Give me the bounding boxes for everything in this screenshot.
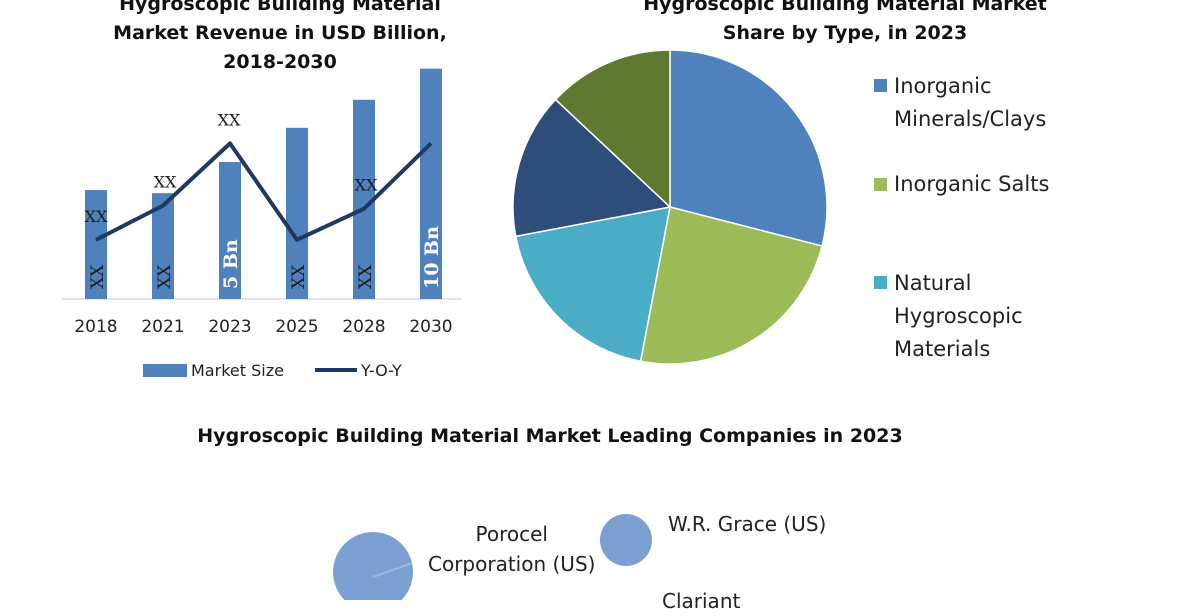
bar-chart-title-line: Hygroscopic Building Material (119, 0, 441, 15)
yoy-line (95, 141, 433, 242)
bubble-label-line: Clariant (662, 589, 741, 613)
bubble-label-line: W.R. Grace (US) (668, 512, 827, 536)
legend-swatch-market-size (143, 364, 187, 377)
bubble-chart-title: Hygroscopic Building Material Market Lea… (197, 425, 903, 447)
pie-slice (669, 49, 828, 247)
line-data-label: XX (355, 176, 378, 195)
bar (286, 127, 308, 299)
legend-label-line: Natural (894, 271, 972, 295)
bubble-porocel (333, 532, 413, 600)
x-tick-label: 2018 (74, 317, 117, 337)
bar (420, 68, 442, 299)
bubble-label-clariant: Clariant (662, 586, 740, 616)
legend-label-line: Inorganic (894, 74, 992, 98)
bar-data-label: XX (289, 264, 309, 289)
pie-chart (512, 49, 828, 365)
bar (219, 162, 241, 299)
pie-slice (554, 49, 671, 209)
bar (152, 193, 174, 299)
bar-data-label: XX (88, 264, 108, 289)
x-tick-label: 2023 (208, 317, 251, 337)
line-data-label: XX (154, 173, 177, 192)
bar-data-label: XX (155, 264, 175, 289)
pie-chart-title-line: Hygroscopic Building Material Market (643, 0, 1047, 15)
bar-chart-title-line: 2018-2030 (223, 51, 337, 73)
line-data-label: XX (85, 207, 108, 226)
bubble-label-line: Porocel (475, 522, 548, 546)
legend-label-line: Hygroscopic (894, 304, 1023, 328)
line-data-label: XX (218, 110, 241, 129)
x-tick-label: 2025 (275, 317, 318, 337)
legend-label-line: Inorganic Salts (894, 172, 1050, 196)
legend-label-natural-hygroscopic: Natural Hygroscopic Materials (894, 267, 1023, 366)
bubble-wr-grace (600, 514, 652, 566)
bar-chart: XX 2018 XX 2021 5 Bn 2023 XX 2025 XX 2028 10 Bn 203… (62, 68, 462, 380)
pie-slice (512, 98, 672, 238)
bar (353, 99, 375, 299)
x-tick-label: 2021 (141, 317, 184, 337)
bar-data-label: 10 Bn (421, 226, 443, 289)
bubble-label-wr-grace: W.R. Grace (US) (668, 509, 826, 539)
bar-data-label: XX (356, 264, 376, 289)
bubble-label-porocel: Porocel Corporation (US) (428, 519, 595, 579)
legend-label-inorganic-salts: Inorganic Salts (894, 168, 1049, 201)
bubble-leader-line (372, 562, 413, 578)
pie-chart-title-line: Share by Type, in 2023 (722, 22, 968, 44)
legend-label-inorganic-minerals: Inorganic Minerals/Clays (894, 70, 1046, 136)
legend-label-line: Materials (894, 337, 991, 361)
legend-label-market-size: Market Size (191, 361, 284, 380)
pie-chart-title: Hygroscopic Building Material Market Sha… (590, 0, 1100, 48)
pie-slice (514, 206, 671, 363)
legend-label-yoy: Y-O-Y (360, 361, 402, 380)
x-tick-label: 2028 (342, 317, 385, 337)
legend-swatch-inorganic-salts (874, 178, 887, 191)
legend-swatch-natural-hygroscopic (874, 276, 887, 289)
bar-chart-title: Hygroscopic Building Material Market Rev… (70, 0, 490, 77)
x-tick-label: 2030 (409, 317, 452, 337)
legend-label-line: Minerals/Clays (894, 107, 1047, 131)
bar-data-label: 5 Bn (220, 239, 242, 289)
pie-slice (639, 206, 823, 365)
bar-chart-title-line: Market Revenue in USD Billion, (113, 22, 447, 44)
legend-swatch-inorganic-minerals (874, 79, 887, 92)
bar (85, 190, 107, 299)
bubble-label-line: Corporation (US) (428, 552, 596, 576)
